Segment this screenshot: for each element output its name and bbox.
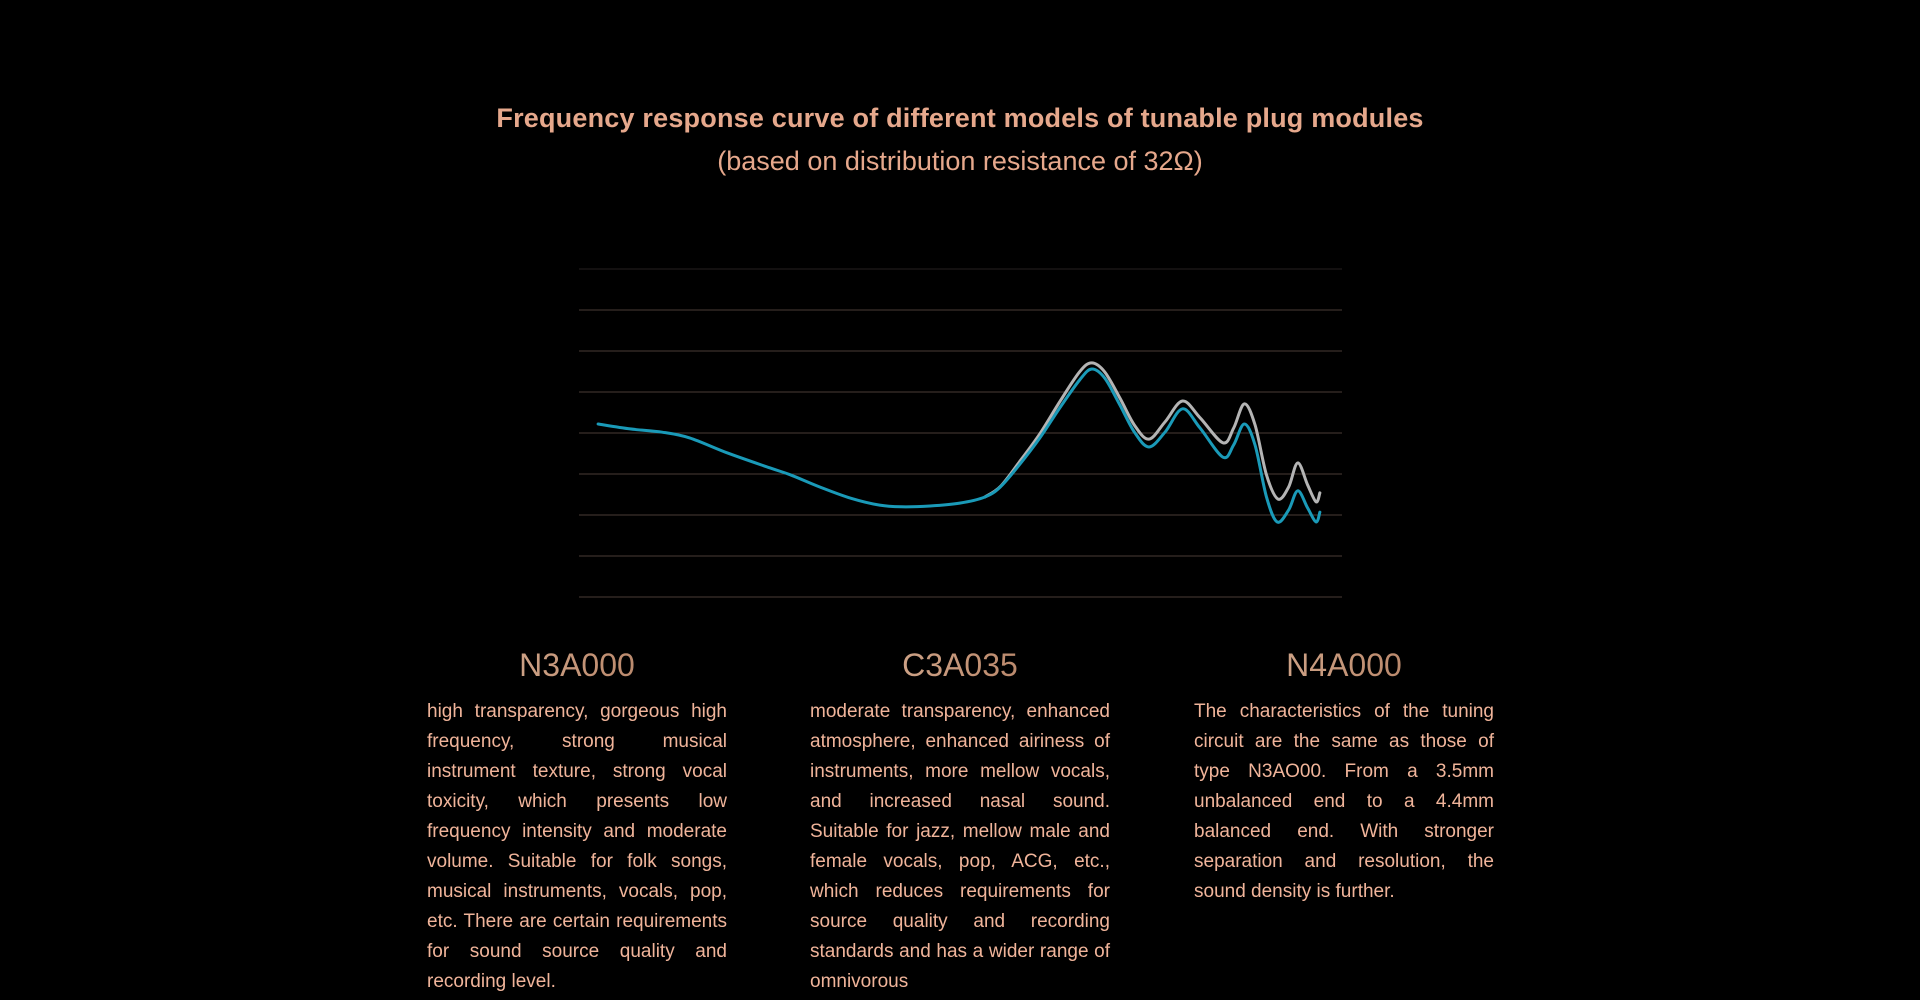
model-name: C3A035 <box>810 645 1110 685</box>
series-line-teal <box>596 367 1322 524</box>
model-name: N4A000 <box>1194 645 1494 685</box>
chart-subtitle: (based on distribution resistance of 32Ω… <box>717 146 1203 176</box>
model-name: N3A000 <box>427 645 727 685</box>
chart-title: Frequency response curve of different mo… <box>496 103 1424 133</box>
model-card-c3a035: C3A035 moderate transparency, enhanced a… <box>810 645 1110 997</box>
model-description: moderate transparency, enhanced atmosphe… <box>810 701 1110 992</box>
model-card-n4a000: N4A000 The characteristics of the tuning… <box>1194 645 1494 907</box>
series-line-grey <box>983 361 1322 504</box>
model-description: The characteristics of the tuning circui… <box>1194 701 1494 902</box>
model-description: high transparency, gorgeous high frequen… <box>427 701 727 992</box>
model-card-n3a000: N3A000 high transparency, gorgeous high … <box>427 645 727 997</box>
